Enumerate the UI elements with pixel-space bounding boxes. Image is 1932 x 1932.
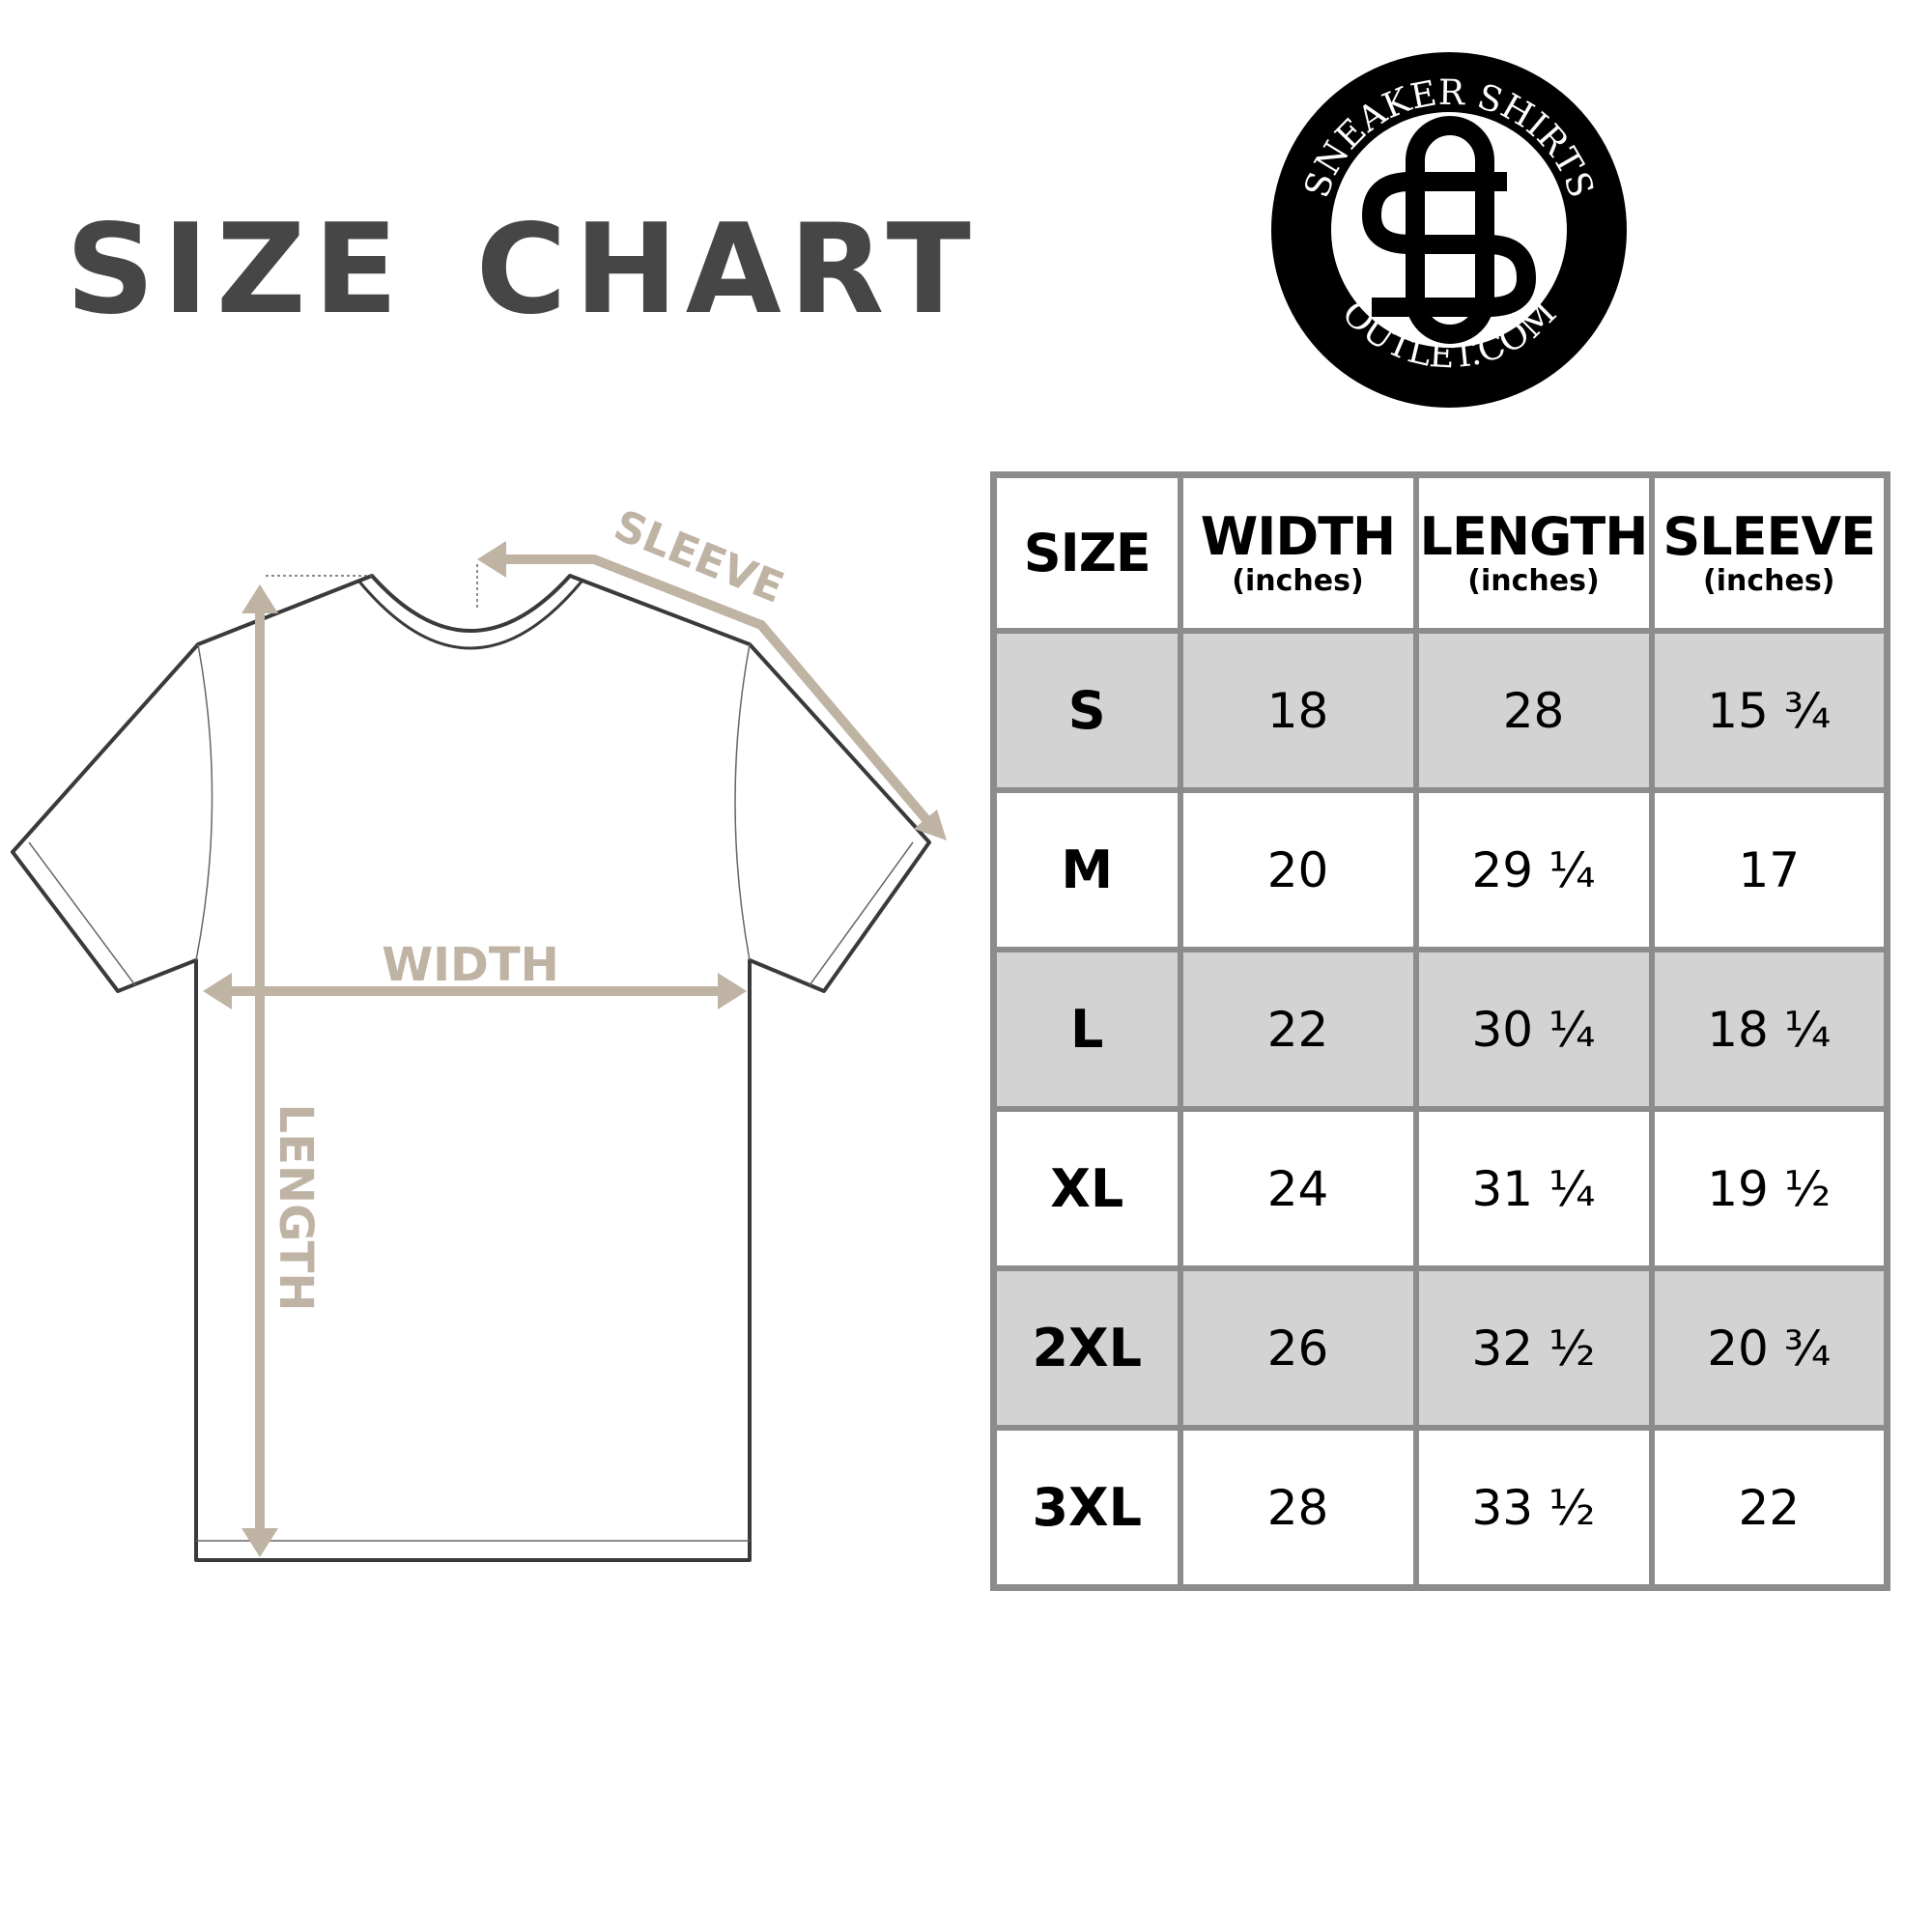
length-cell: 32 ½ <box>1412 1265 1655 1431</box>
size-cell: XL <box>990 1106 1183 1271</box>
size-table: SIZE WIDTH (inches) LENGTH (inches) SLEEVE… <box>990 471 1890 1591</box>
length-cell: 31 ¼ <box>1412 1106 1655 1271</box>
size-cell: S <box>990 628 1183 793</box>
length-cell: 30 ¼ <box>1412 947 1655 1112</box>
length-cell: 28 <box>1412 628 1655 793</box>
sleeve-arrow <box>490 554 934 828</box>
width-label: WIDTH <box>382 938 559 992</box>
table-row: M 20 29 ¼ 17 <box>990 787 1890 952</box>
width-cell: 26 <box>1177 1265 1419 1431</box>
length-cell: 33 ½ <box>1412 1425 1655 1591</box>
header-sleeve: SLEEVE (inches) <box>1648 471 1890 634</box>
width-cell: 22 <box>1177 947 1419 1112</box>
sleeve-cell: 18 ¼ <box>1648 947 1890 1112</box>
width-cell: 18 <box>1177 628 1419 793</box>
sleeve-cell: 19 ½ <box>1648 1106 1890 1271</box>
header-size: SIZE <box>990 471 1183 634</box>
brand-logo: SNEAKER SHIRTS OUTLET.COM <box>1271 52 1627 408</box>
collar <box>357 574 583 650</box>
table-header-row: SIZE WIDTH (inches) LENGTH (inches) SLEEVE… <box>990 471 1890 634</box>
width-cell: 28 <box>1177 1425 1419 1591</box>
monogram-icon <box>1361 116 1537 344</box>
table-row: L 22 30 ¼ 18 ¼ <box>990 947 1890 1112</box>
tshirt-diagram: WIDTH LENGTH SLEEVE <box>11 500 947 1562</box>
sleeve-cell: 20 ¾ <box>1648 1265 1890 1431</box>
sleeve-cell: 17 <box>1648 787 1890 952</box>
table-row: S 18 28 15 ¾ <box>990 628 1890 793</box>
sleeve-cell: 15 ¾ <box>1648 628 1890 793</box>
width-cell: 24 <box>1177 1106 1419 1271</box>
size-cell: L <box>990 947 1183 1112</box>
length-label: LENGTH <box>269 1103 323 1311</box>
size-cell: 3XL <box>990 1425 1183 1591</box>
header-length: LENGTH (inches) <box>1412 471 1655 634</box>
table-row: 3XL 28 33 ½ 22 <box>990 1425 1890 1591</box>
tshirt-outline <box>11 574 931 1562</box>
sleeve-cell: 22 <box>1648 1425 1890 1591</box>
table-row: 2XL 26 32 ½ 20 ¾ <box>990 1265 1890 1431</box>
header-width: WIDTH (inches) <box>1177 471 1419 634</box>
width-cell: 20 <box>1177 787 1419 952</box>
length-cell: 29 ¼ <box>1412 787 1655 952</box>
size-cell: M <box>990 787 1183 952</box>
size-cell: 2XL <box>990 1265 1183 1431</box>
page-title: SIZE CHART <box>66 198 979 342</box>
table-row: XL 24 31 ¼ 19 ½ <box>990 1106 1890 1271</box>
